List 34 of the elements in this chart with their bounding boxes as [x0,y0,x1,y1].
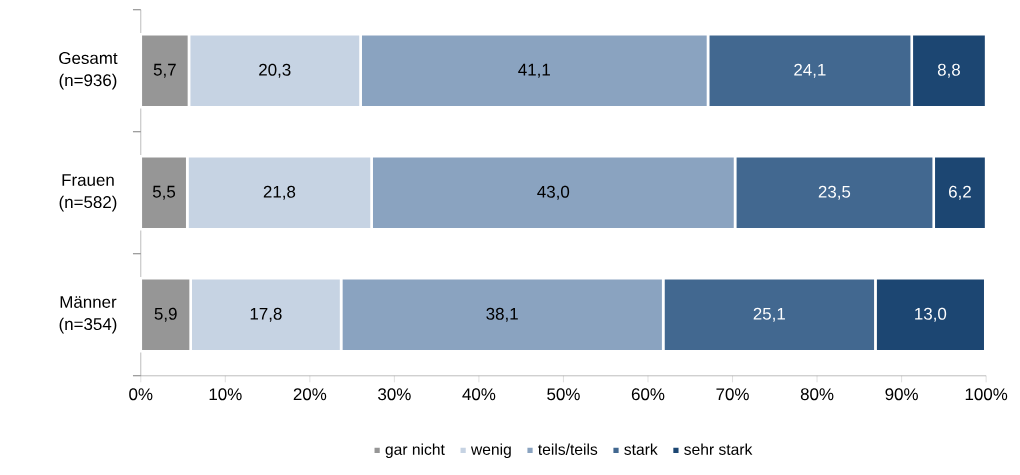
x-tick-label: 30% [378,388,411,401]
data-label: 25,1 [753,307,785,322]
legend-label: sehr stark [684,443,753,456]
y-tick-label: Männer (n=354) [59,296,117,334]
x-tick-label: 70% [716,388,749,401]
x-tick-label: 50% [547,388,580,401]
data-label: 20,3 [259,63,291,78]
data-label: 5,7 [153,63,176,78]
data-label: 23,5 [818,185,851,200]
x-tick-label: 10% [209,388,242,401]
x-tick-label: 90% [885,388,918,401]
legend-label: wenig [470,443,511,459]
data-label: 41,1 [518,63,550,78]
legend-label: teils/teils [538,443,598,456]
data-label: 5,5 [152,185,176,200]
data-label: 17,8 [250,307,282,322]
y-tick-label: Frauen (n=582) [59,174,117,212]
data-label: 13,0 [915,307,947,322]
data-label: 21,8 [263,185,296,200]
legend-label: gar nicht [385,443,445,459]
data-label: 5,9 [154,307,177,322]
y-tick-label: Gesamt (n=936) [59,52,118,90]
x-tick-label: 40% [462,388,496,401]
x-tick-label: 0% [129,388,153,401]
data-label: 24,1 [794,63,826,78]
data-label: 38,1 [486,307,518,322]
data-label: 6,2 [949,185,971,200]
x-tick-label: 20% [293,388,327,401]
x-tick-label: 100% [965,388,1008,401]
x-tick-label: 60% [631,388,665,401]
legend-label: stark [624,443,658,456]
x-tick-label: 80% [800,388,834,401]
data-label: 8,8 [937,63,960,78]
data-label: 43,0 [537,185,570,200]
